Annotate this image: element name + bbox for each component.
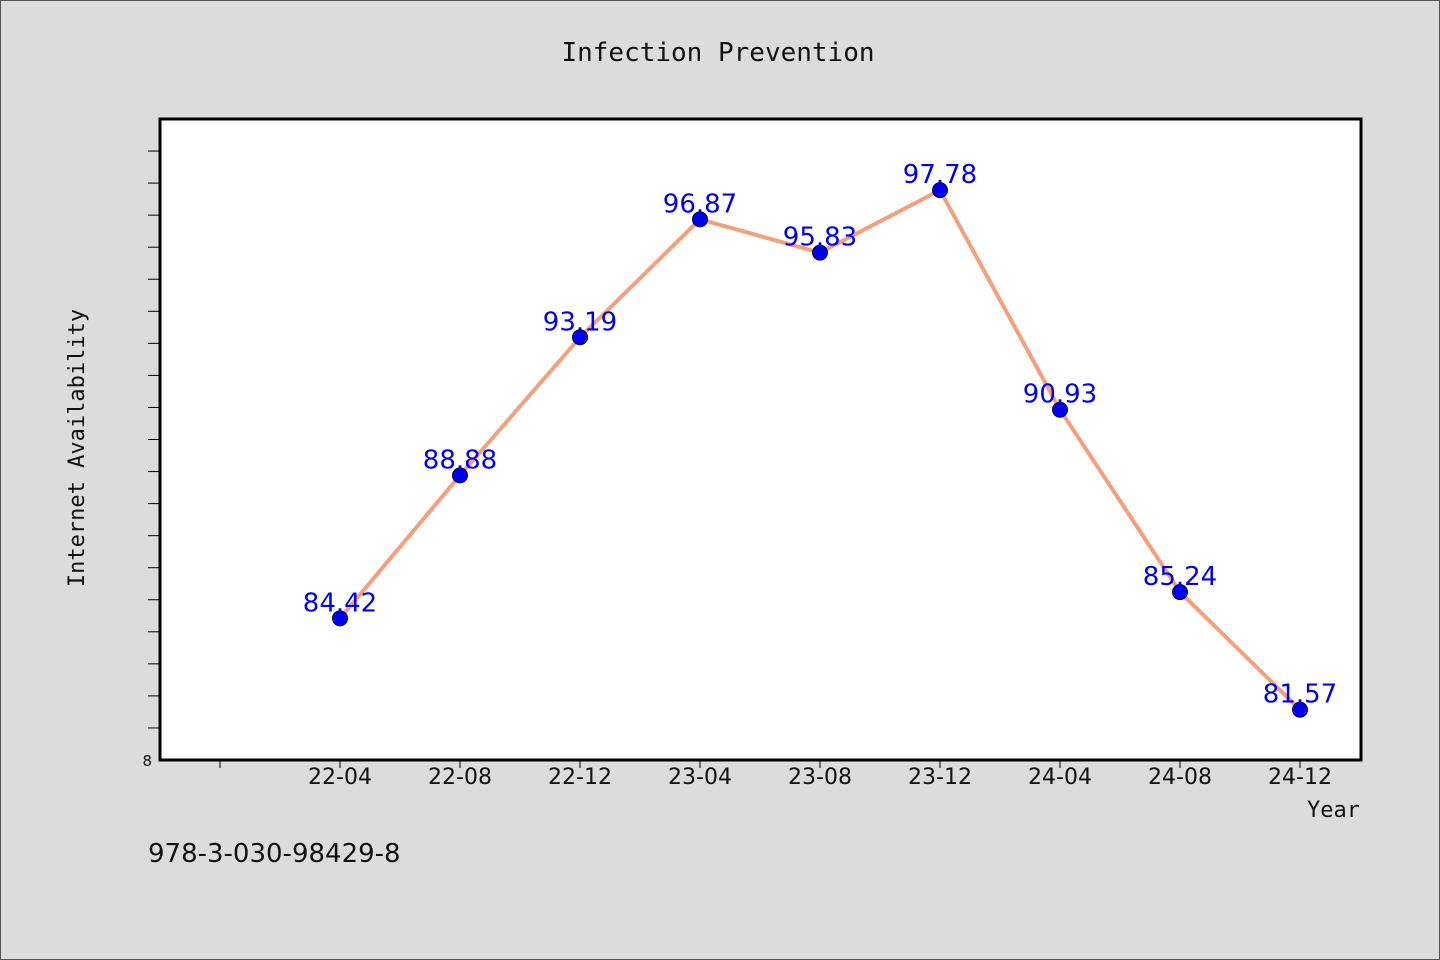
isbn-text: 978-3-030-98429-8 <box>148 839 401 869</box>
data-label: 85.24 <box>1143 562 1217 592</box>
data-point <box>572 329 588 346</box>
chart-title: Infection Prevention <box>561 38 874 68</box>
data-labels: 84.42 88.88 93.19 96.87 95.83 97.78 90.93 85.24… <box>303 160 1337 710</box>
data-label: 93.19 <box>543 307 617 337</box>
y-axis-ticks <box>148 150 160 729</box>
data-point <box>332 610 348 627</box>
data-label: 81.57 <box>1263 680 1337 710</box>
data-point <box>1292 701 1308 718</box>
x-tick-label: 24-08 <box>1148 765 1212 790</box>
x-tick-labels: 22-04 22-08 22-12 23-04 23-08 23-12 24-04 24-08… <box>308 765 1332 790</box>
data-point <box>932 182 948 199</box>
x-tick-label: 24-12 <box>1268 765 1332 790</box>
series-markers <box>332 182 1308 718</box>
x-axis-ticks <box>219 760 1301 768</box>
data-point <box>1052 401 1068 418</box>
data-label: 97.78 <box>903 160 977 190</box>
x-tick-label: 22-12 <box>548 765 612 790</box>
data-label: 90.93 <box>1023 380 1097 410</box>
x-tick-label: 22-08 <box>428 765 492 790</box>
data-point <box>812 244 828 261</box>
plot-area <box>158 117 1363 762</box>
data-label: 95.83 <box>783 223 857 253</box>
x-tick-label: 23-08 <box>788 765 852 790</box>
data-point <box>452 467 468 484</box>
data-point <box>692 211 708 228</box>
data-label: 88.88 <box>423 445 497 475</box>
data-label: 96.87 <box>663 189 737 219</box>
y-tick-label: 8 <box>142 752 152 770</box>
data-point <box>1172 584 1188 601</box>
data-label: 84.42 <box>303 588 377 618</box>
y-axis-label: Internet Availability <box>65 309 90 587</box>
x-tick-label: 23-12 <box>908 765 972 790</box>
x-axis-label: Year <box>1307 798 1360 823</box>
x-tick-label: 22-04 <box>308 765 372 790</box>
x-tick-label: 23-04 <box>668 765 732 790</box>
x-tick-label: 24-04 <box>1028 765 1092 790</box>
